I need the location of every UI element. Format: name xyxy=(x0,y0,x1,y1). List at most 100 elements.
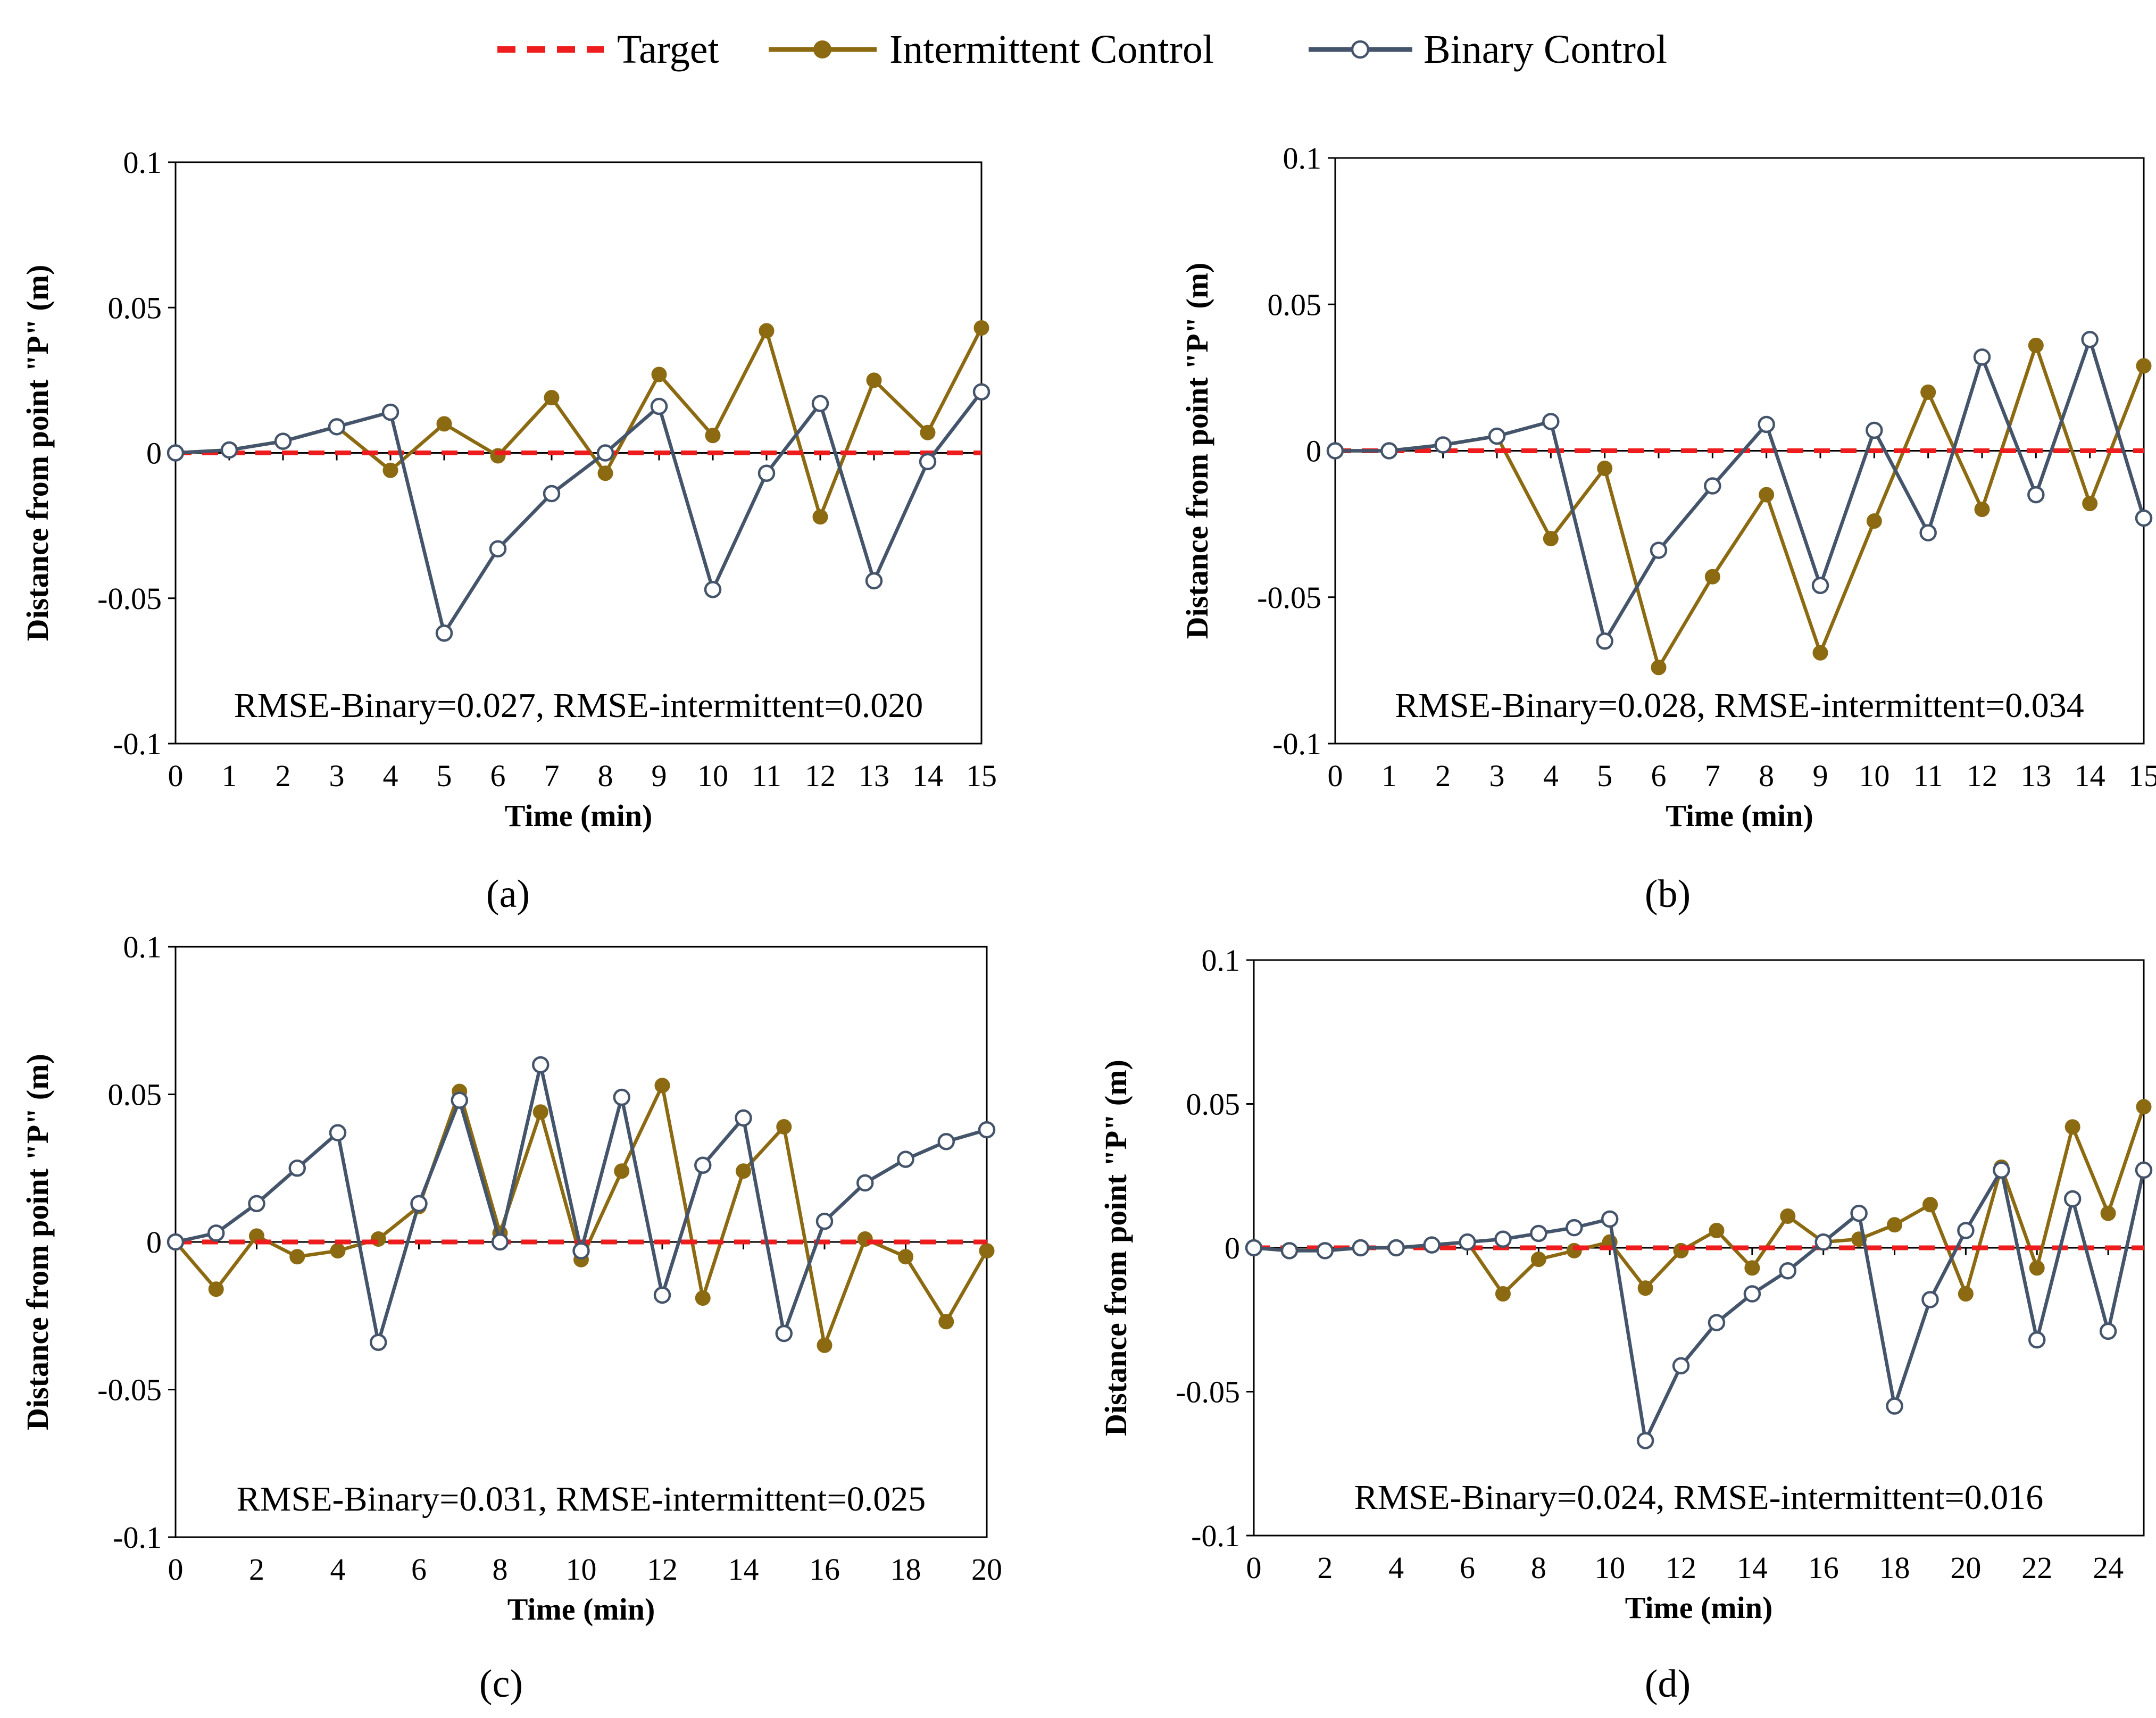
binary-point xyxy=(1957,1222,1975,1239)
binary-point xyxy=(2027,486,2045,504)
intermittent-point xyxy=(1744,1260,1760,1276)
binary-point xyxy=(274,432,292,450)
intermittent-point xyxy=(1922,1197,1938,1213)
x-tick-label: 2 xyxy=(1435,758,1451,793)
binary-point xyxy=(1530,1224,1547,1242)
binary-point xyxy=(2099,1322,2117,1340)
x-tick-label: 8 xyxy=(1531,1550,1546,1585)
x-tick-label: 4 xyxy=(1388,1550,1404,1585)
x-tick-label: 0 xyxy=(1246,1550,1262,1585)
y-tick-label: 0 xyxy=(146,436,162,471)
intermittent-point xyxy=(1543,531,1559,547)
series-line-binary xyxy=(175,1063,987,1344)
x-tick-label: 14 xyxy=(1737,1550,1768,1585)
binary-point xyxy=(2135,1161,2153,1179)
x-axis-title: Time (min) xyxy=(507,1592,655,1627)
x-tick-label: 13 xyxy=(859,758,889,793)
intermittent-point xyxy=(1866,513,1882,529)
x-axis-title: Time (min) xyxy=(1625,1590,1773,1625)
x-tick-label: 20 xyxy=(1950,1550,1981,1585)
binary-point xyxy=(811,395,829,412)
intermittent-point xyxy=(920,424,936,440)
x-tick-label: 11 xyxy=(1913,758,1943,793)
intermittent-point xyxy=(1812,645,1828,661)
intermittent-point xyxy=(1709,1223,1725,1239)
y-tick-label: 0.05 xyxy=(108,1078,162,1112)
y-tick-label: 0 xyxy=(1306,434,1321,469)
x-tick-label: 5 xyxy=(1597,758,1612,793)
series-line-binary xyxy=(1253,1168,2146,1442)
x-tick-label: 12 xyxy=(647,1552,678,1587)
x-tick-label: 9 xyxy=(652,758,667,793)
binary-point xyxy=(856,1174,874,1192)
rmse-annotation: RMSE-Binary=0.031, RMSE-intermittent=0.0… xyxy=(237,1480,926,1519)
series-line-binary xyxy=(175,390,983,635)
intermittent-point xyxy=(1887,1217,1903,1233)
binary-point xyxy=(329,1124,347,1141)
series-line-intermittent xyxy=(1335,344,2146,670)
x-tick-label: 3 xyxy=(329,758,345,793)
binary-point xyxy=(1601,1210,1619,1228)
y-axis-title: Distance from point "P" (m) xyxy=(20,265,55,641)
binary-point xyxy=(167,1233,185,1251)
y-tick-label: -0.05 xyxy=(97,581,162,616)
binary-point xyxy=(1352,1239,1370,1257)
binary-point xyxy=(2063,1190,2082,1208)
binary-point xyxy=(897,1150,914,1168)
intermittent-point xyxy=(1780,1208,1796,1224)
intermittent-point xyxy=(695,1290,711,1306)
binary-point xyxy=(596,444,614,462)
binary-point xyxy=(451,1091,468,1109)
y-tick-label: 0 xyxy=(1225,1231,1240,1265)
intermittent-point xyxy=(208,1281,224,1297)
x-tick-label: 0 xyxy=(1328,758,1343,793)
intermittent-point xyxy=(597,465,613,481)
binary-point xyxy=(207,1224,225,1242)
binary-point xyxy=(978,1121,996,1139)
binary-point xyxy=(613,1088,630,1106)
x-tick-label: 16 xyxy=(809,1552,840,1587)
binary-point xyxy=(532,1056,550,1074)
binary-point xyxy=(1993,1161,2010,1179)
binary-point xyxy=(815,1212,834,1230)
binary-point xyxy=(919,453,937,471)
binary-point xyxy=(1779,1262,1797,1280)
series-line-intermittent xyxy=(1253,1106,2146,1296)
intermittent-point xyxy=(705,428,721,444)
binary-point xyxy=(2081,331,2099,348)
x-tick-label: 7 xyxy=(1705,758,1720,793)
rmse-annotation: RMSE-Binary=0.027, RMSE-intermittent=0.0… xyxy=(234,686,923,725)
binary-point xyxy=(2028,1331,2046,1349)
y-tick-label: 0.1 xyxy=(1283,141,1322,176)
y-tick-label: 0.1 xyxy=(123,145,162,180)
legend-binary-marker xyxy=(1351,40,1370,59)
x-tick-label: 8 xyxy=(1759,758,1774,793)
intermittent-point xyxy=(2136,1099,2152,1115)
chart-panel-c: -0.1 -0.05 0 0.05 0.1 0 2 4 6 8 10 12 14 16 18 20 Time (… xyxy=(20,930,1002,1706)
binary-point xyxy=(1459,1233,1476,1251)
binary-point xyxy=(1708,1314,1726,1331)
intermittent-point xyxy=(2028,337,2044,353)
intermittent-point xyxy=(544,390,560,406)
x-tick-label: 6 xyxy=(1651,758,1667,793)
series-line-binary xyxy=(1335,338,2146,643)
binary-point xyxy=(1921,1291,1939,1308)
y-tick-label: 0.05 xyxy=(1268,287,1322,322)
x-tick-label: 0 xyxy=(168,758,184,793)
intermittent-point xyxy=(1974,502,1990,518)
x-tick-label: 15 xyxy=(966,758,997,793)
x-tick-label: 8 xyxy=(493,1552,508,1587)
x-tick-label: 1 xyxy=(1381,758,1397,793)
legend-binary-label: Binary Control xyxy=(1424,27,1667,72)
x-tick-label: 1 xyxy=(222,758,237,793)
intermittent-point xyxy=(866,372,882,388)
intermittent-point xyxy=(436,416,452,432)
y-tick-label: -0.05 xyxy=(97,1373,162,1407)
y-tick-label: -0.1 xyxy=(113,727,162,761)
x-tick-label: 12 xyxy=(805,758,836,793)
binary-point xyxy=(694,1156,712,1174)
binary-point xyxy=(1566,1219,1583,1237)
intermittent-point xyxy=(736,1163,751,1179)
